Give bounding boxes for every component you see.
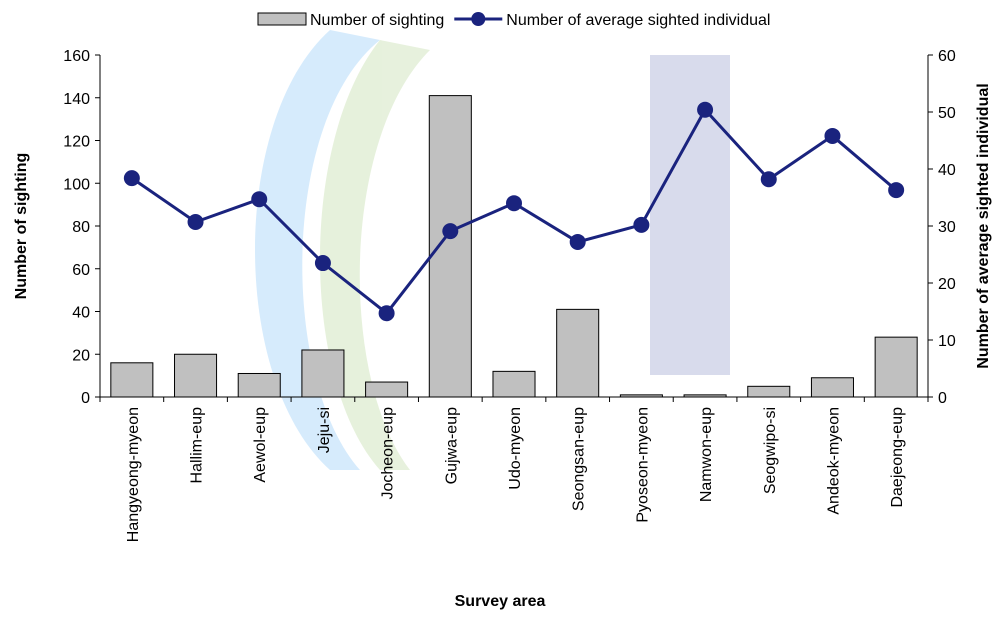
bar bbox=[428, 95, 472, 398]
marker bbox=[569, 233, 586, 250]
x-tick-label: Seongsan-eup bbox=[571, 407, 588, 511]
bar bbox=[365, 381, 409, 398]
bar bbox=[747, 385, 791, 398]
y2-axis-title: Number of average sighted individual bbox=[975, 83, 992, 368]
marker bbox=[697, 101, 714, 118]
x-tick-label: Aewol-eup bbox=[252, 407, 269, 483]
y2-tick-label: 0 bbox=[938, 390, 947, 407]
bar bbox=[683, 394, 727, 398]
line bbox=[130, 107, 898, 316]
marker bbox=[760, 171, 777, 188]
marker bbox=[824, 127, 841, 144]
x-tick-label: Pyoseon-myeon bbox=[634, 407, 651, 523]
x-tick-label: Hallim-eup bbox=[189, 407, 206, 484]
x-tick-label: Hangyeong-myeon bbox=[125, 407, 142, 542]
bar bbox=[619, 394, 663, 398]
y-tick-label: 60 bbox=[72, 262, 90, 279]
x-tick-label: Andeok-myeon bbox=[825, 407, 842, 515]
bar bbox=[174, 353, 218, 398]
marker bbox=[633, 216, 650, 233]
bar bbox=[874, 336, 918, 398]
bar bbox=[301, 349, 345, 398]
marker bbox=[378, 305, 395, 322]
y-tick-label: 160 bbox=[63, 48, 90, 65]
bar bbox=[110, 362, 154, 398]
marker bbox=[123, 170, 140, 187]
y2-tick-label: 50 bbox=[938, 105, 956, 122]
y-tick-label: 100 bbox=[63, 176, 90, 193]
bar bbox=[810, 377, 854, 398]
marker bbox=[442, 223, 459, 240]
legend-swatch bbox=[257, 12, 307, 26]
marker bbox=[314, 255, 331, 272]
y-tick-label: 20 bbox=[72, 347, 90, 364]
x-tick-label: Jeju-si bbox=[316, 407, 333, 453]
x-tick-label: Seogwipo-si bbox=[762, 407, 779, 494]
y2-tick-label: 10 bbox=[938, 333, 956, 350]
y-tick-label: 120 bbox=[63, 134, 90, 151]
y-tick-label: 40 bbox=[72, 305, 90, 322]
marker bbox=[506, 195, 522, 212]
y2-tick-label: 20 bbox=[938, 276, 956, 293]
x-tick-label: Jocheon-eup bbox=[380, 407, 397, 500]
x-tick-label: Daejeong-eup bbox=[889, 407, 906, 508]
legend-label: Number of average sighted individual bbox=[506, 12, 770, 29]
watermark bbox=[255, 30, 730, 470]
legend-label: Number of sighting bbox=[310, 12, 444, 29]
x-axis-title: Survey area bbox=[455, 593, 546, 610]
marker bbox=[888, 182, 905, 199]
marker bbox=[187, 214, 204, 231]
legend-swatch bbox=[471, 12, 486, 26]
marker bbox=[251, 191, 268, 208]
y2-tick-label: 30 bbox=[938, 219, 956, 236]
bar bbox=[237, 372, 281, 398]
x-tick-label: Udo-myeon bbox=[507, 407, 524, 490]
y2-tick-label: 40 bbox=[938, 162, 956, 179]
y2-tick-label: 60 bbox=[938, 48, 956, 65]
y-tick-label: 140 bbox=[63, 91, 90, 108]
x-tick-label: Namwon-eup bbox=[698, 407, 715, 502]
y-axis-title: Number of sighting bbox=[13, 153, 30, 300]
y-tick-label: 0 bbox=[81, 390, 90, 407]
bar bbox=[492, 370, 536, 398]
bar bbox=[556, 308, 600, 398]
x-tick-label: Gujwa-eup bbox=[443, 407, 460, 484]
y-tick-label: 80 bbox=[72, 219, 90, 236]
